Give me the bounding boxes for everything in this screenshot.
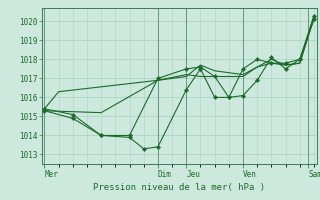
X-axis label: Pression niveau de la mer( hPa ): Pression niveau de la mer( hPa ) [93,183,265,192]
